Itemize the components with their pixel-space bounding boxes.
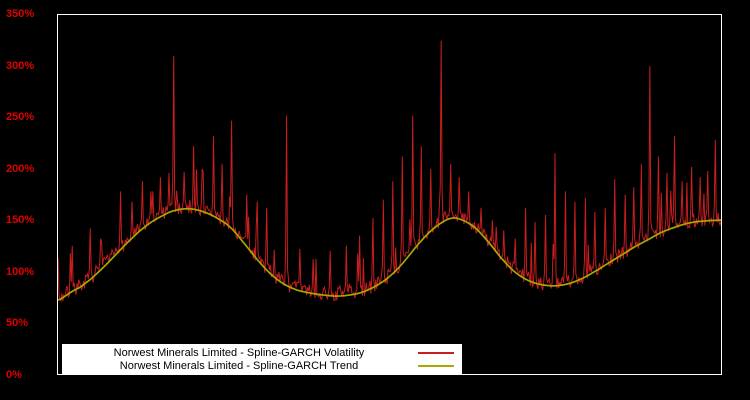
plot-area <box>57 14 722 375</box>
y-axis-label: 250% <box>6 111 35 124</box>
y-axis-label: 200% <box>6 162 35 175</box>
legend-line-volatility <box>418 351 454 354</box>
y-axis-label: 0% <box>6 369 22 381</box>
legend-line-trend <box>418 364 454 367</box>
y-axis-label: 100% <box>6 265 35 278</box>
legend-item-volatility: Norwest Minerals Limited - Spline-GARCH … <box>68 346 456 359</box>
y-axis-label: 50% <box>6 317 29 330</box>
legend: Norwest Minerals Limited - Spline-GARCH … <box>62 344 462 374</box>
legend-item-trend: Norwest Minerals Limited - Spline-GARCH … <box>68 359 456 372</box>
legend-label-trend: Norwest Minerals Limited - Spline-GARCH … <box>119 359 359 372</box>
trend-series <box>58 207 721 301</box>
legend-label-volatility: Norwest Minerals Limited - Spline-GARCH … <box>113 346 365 359</box>
chart-canvas <box>58 40 721 303</box>
volatility-series <box>58 40 721 303</box>
y-axis-label: 350% <box>6 8 35 20</box>
y-axis-label: 300% <box>6 59 35 72</box>
y-axis-label: 150% <box>6 214 35 227</box>
